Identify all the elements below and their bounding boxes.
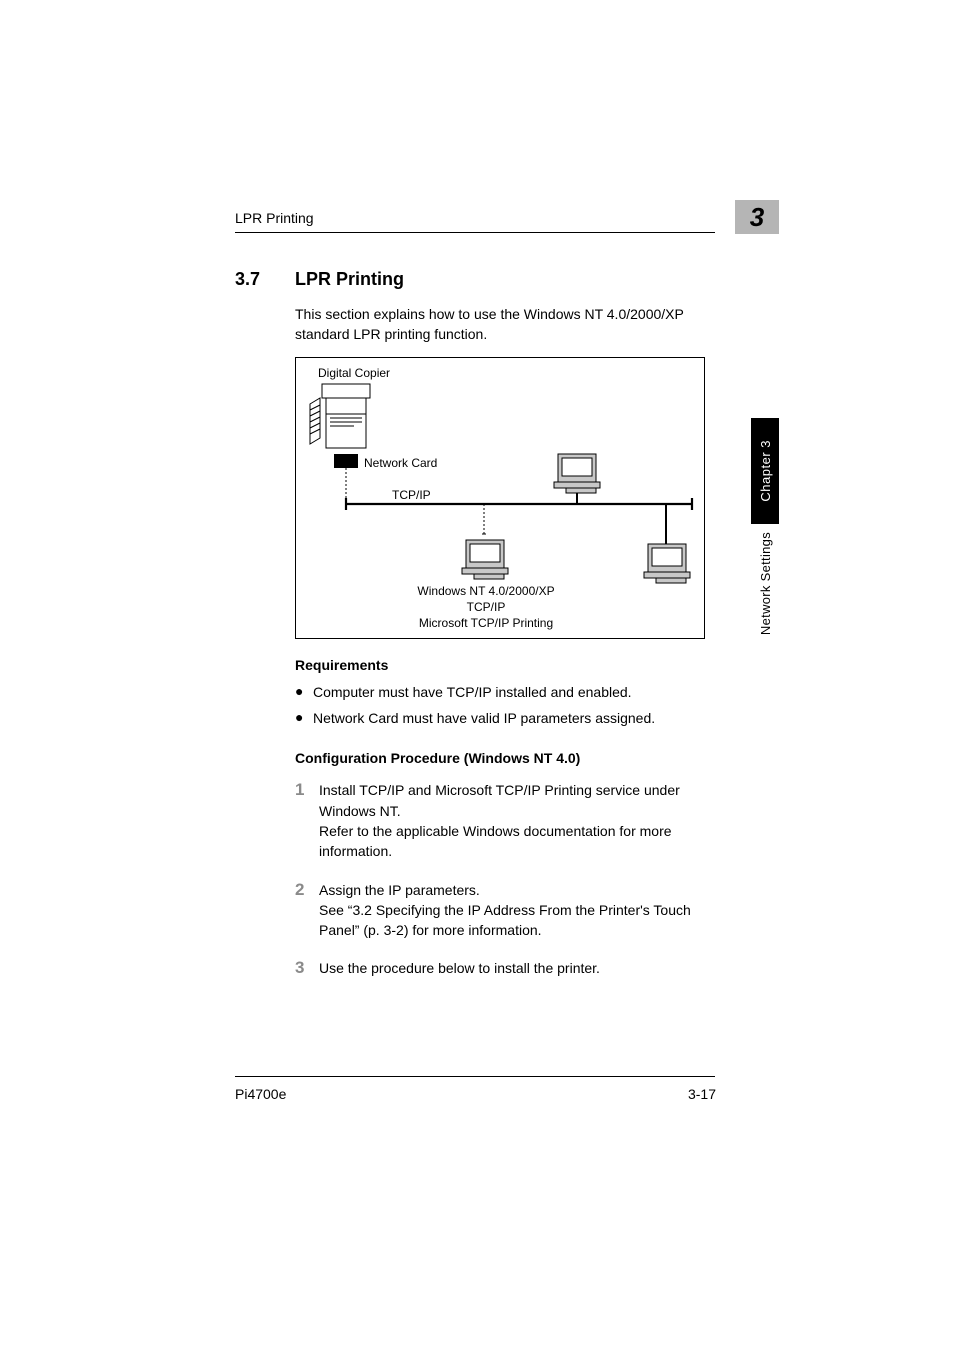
footer-model: Pi4700e	[235, 1086, 286, 1102]
list-item: ● Computer must have TCP/IP installed an…	[295, 683, 715, 702]
chapter-badge-number: 3	[750, 202, 764, 233]
step-line: Use the procedure below to install the p…	[319, 960, 600, 976]
pc-icon-right	[644, 544, 690, 583]
procedure-steps: 1 Install TCP/IP and Microsoft TCP/IP Pr…	[295, 780, 715, 978]
step-number: 1	[295, 780, 319, 861]
step-body: Assign the IP parameters. See “3.2 Speci…	[319, 880, 715, 941]
footer-rule	[235, 1076, 715, 1077]
diagram-label-server1: Windows NT 4.0/2000/XP	[376, 584, 596, 598]
diagram-label-copier: Digital Copier	[318, 366, 390, 380]
server-icon	[462, 540, 508, 579]
diagram-label-server3: Microsoft TCP/IP Printing	[376, 616, 596, 630]
step-line: Refer to the applicable Windows document…	[319, 823, 672, 859]
step-item: 1 Install TCP/IP and Microsoft TCP/IP Pr…	[295, 780, 715, 861]
pc-icon-top	[554, 454, 600, 493]
diagram-label-tcpip: TCP/IP	[392, 488, 431, 502]
step-body: Install TCP/IP and Microsoft TCP/IP Prin…	[319, 780, 715, 861]
network-card-icon	[334, 454, 358, 468]
diagram-label-server2: TCP/IP	[376, 600, 596, 614]
step-number: 3	[295, 958, 319, 978]
bullet-icon: ●	[295, 683, 313, 700]
step-line: Install TCP/IP and Microsoft TCP/IP Prin…	[319, 782, 680, 818]
bullet-icon: ●	[295, 709, 313, 726]
running-head: LPR Printing	[235, 210, 715, 226]
copier-icon	[310, 384, 370, 448]
step-body: Use the procedure below to install the p…	[319, 958, 600, 978]
header-rule	[235, 232, 715, 233]
section-intro: This section explains how to use the Win…	[295, 304, 715, 345]
requirements-list: ● Computer must have TCP/IP installed an…	[295, 683, 715, 729]
step-item: 2 Assign the IP parameters. See “3.2 Spe…	[295, 880, 715, 941]
side-tab-chapter-label: Chapter 3	[758, 440, 773, 502]
section-title: LPR Printing	[295, 269, 404, 290]
list-item: ● Network Card must have valid IP parame…	[295, 709, 715, 728]
step-number: 2	[295, 880, 319, 941]
side-tab-chapter: Chapter 3	[751, 418, 779, 524]
network-diagram: Digital Copier Network Card TCP/IP Windo…	[295, 357, 705, 639]
step-line: See “3.2 Specifying the IP Address From …	[319, 902, 691, 938]
requirements-heading: Requirements	[295, 657, 715, 673]
page: LPR Printing 3.7 LPR Printing This secti…	[0, 0, 954, 1351]
step-item: 3 Use the procedure below to install the…	[295, 958, 715, 978]
footer-page-number: 3-17	[688, 1086, 716, 1102]
section-number: 3.7	[235, 269, 295, 290]
requirement-text: Computer must have TCP/IP installed and …	[313, 683, 632, 702]
content-area: LPR Printing 3.7 LPR Printing This secti…	[235, 210, 715, 997]
procedure-heading: Configuration Procedure (Windows NT 4.0)	[295, 750, 715, 766]
section-heading: 3.7 LPR Printing	[235, 269, 715, 290]
requirement-text: Network Card must have valid IP paramete…	[313, 709, 655, 728]
step-line: Assign the IP parameters.	[319, 882, 480, 898]
diagram-label-card: Network Card	[364, 456, 437, 470]
side-tab-section: Network Settings	[751, 532, 779, 635]
side-tab-section-label: Network Settings	[758, 532, 773, 635]
chapter-badge: 3	[735, 200, 779, 234]
